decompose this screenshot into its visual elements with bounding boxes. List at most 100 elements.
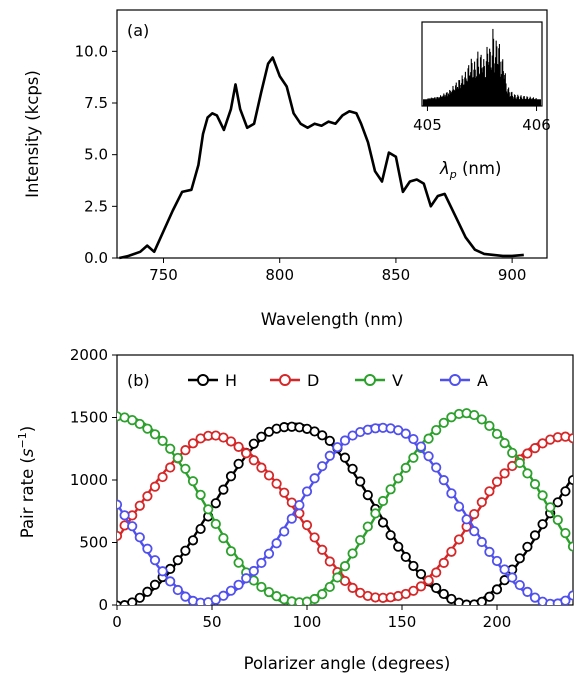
data-point-V — [256, 581, 267, 593]
data-point-A — [408, 433, 419, 445]
data-point-D — [324, 556, 335, 567]
data-point-V — [552, 514, 563, 526]
panel-a-ylabel: Intensity (kcps) — [23, 70, 42, 198]
data-point-A — [286, 513, 297, 524]
data-point-A — [339, 435, 351, 446]
data-point-V — [180, 463, 191, 474]
data-point-D — [187, 438, 199, 449]
pump-spectrum-inset: λp (nm) 405 406 — [413, 21, 551, 181]
data-point-A — [484, 546, 495, 557]
data-point-D — [453, 534, 465, 545]
data-point-D — [423, 575, 434, 586]
legend-item-V: V — [355, 371, 403, 390]
data-point-V — [332, 572, 343, 583]
data-point-A — [256, 557, 267, 569]
data-point-H — [431, 582, 442, 594]
data-point-A — [522, 586, 533, 597]
data-point-D — [248, 455, 259, 466]
data-point-A — [180, 591, 191, 602]
data-point-D — [142, 491, 153, 502]
panel-b-ytick-label: 500 — [79, 534, 108, 552]
data-point-A — [271, 538, 282, 549]
data-point-V — [431, 425, 442, 436]
data-point-D — [225, 436, 237, 447]
data-point-V — [195, 489, 206, 500]
data-point-V — [187, 476, 199, 487]
panel-b-ytick-label: 0 — [98, 596, 108, 614]
data-point-H — [484, 591, 495, 602]
data-point-A — [263, 548, 275, 559]
data-point-H — [256, 431, 267, 442]
panel-a-xtick-label: 750 — [149, 266, 178, 284]
data-point-A — [294, 500, 305, 511]
legend-label: D — [307, 371, 319, 390]
data-point-A — [149, 555, 161, 566]
data-point-D — [438, 557, 449, 568]
data-point-A — [453, 501, 465, 512]
data-point-H — [248, 438, 259, 449]
data-point-A — [210, 594, 221, 605]
legend-label: H — [225, 371, 237, 390]
data-point-V — [263, 586, 275, 598]
data-point-A — [461, 514, 472, 525]
data-point-V — [469, 409, 480, 421]
data-point-H — [522, 541, 533, 552]
data-point-H — [187, 535, 199, 546]
data-point-D — [241, 448, 252, 459]
data-point-A — [469, 526, 480, 537]
data-point-H — [195, 523, 206, 535]
data-point-V — [400, 462, 411, 473]
data-point-H — [119, 600, 130, 605]
data-point-H — [560, 486, 571, 497]
data-point-H — [415, 568, 427, 580]
data-point-V — [529, 479, 541, 490]
data-point-H — [180, 545, 191, 556]
panel-b-polarization: (b) Pair rate (s−1) Polarizer angle (deg… — [16, 346, 574, 673]
data-point-A — [117, 499, 123, 510]
legend-marker — [279, 374, 291, 386]
data-point-V — [484, 420, 495, 431]
data-point-A — [233, 579, 244, 590]
inset-xlabel: λp (nm) — [439, 159, 501, 181]
data-point-V — [317, 589, 328, 600]
inset-xtick-label: 406 — [522, 116, 551, 134]
data-point-A — [218, 590, 229, 601]
panel-b-plot-area — [117, 408, 573, 605]
data-point-H — [210, 498, 221, 509]
panel-b-ytick-label: 1500 — [70, 409, 108, 427]
panel-b-xtick-label: 150 — [388, 613, 417, 631]
data-point-H — [552, 497, 563, 508]
data-point-H — [355, 476, 366, 487]
data-point-D — [263, 470, 275, 481]
data-point-H — [339, 452, 351, 463]
data-point-A — [332, 442, 343, 453]
legend-item-D: D — [270, 371, 319, 390]
data-point-V — [393, 473, 404, 484]
data-point-A — [514, 579, 525, 591]
data-point-H — [400, 551, 411, 563]
data-point-V — [385, 484, 396, 495]
data-point-H — [134, 592, 145, 603]
panel-b-ylabel: Pair rate (s−1) — [16, 426, 37, 538]
data-point-H — [529, 530, 541, 541]
data-point-H — [393, 541, 404, 552]
panel-a-xtick-label: 800 — [265, 266, 294, 284]
data-point-H — [408, 560, 419, 572]
data-point-D — [529, 443, 541, 454]
legend-marker — [449, 374, 461, 386]
data-point-A — [423, 451, 434, 462]
panel-b-xlabel: Polarizer angle (degrees) — [244, 654, 451, 673]
data-point-V — [142, 423, 153, 434]
panel-a-xlabel: Wavelength (nm) — [261, 310, 404, 329]
data-point-V — [545, 502, 556, 513]
data-point-V — [560, 528, 571, 539]
data-point-D — [408, 585, 419, 596]
data-point-H — [142, 586, 153, 597]
data-point-H — [324, 435, 335, 446]
data-point-H — [438, 588, 449, 600]
legend-label: V — [392, 371, 403, 390]
panel-a-label: (a) — [127, 21, 149, 40]
data-point-H — [127, 597, 138, 605]
legend-label: A — [477, 371, 488, 390]
data-point-A — [415, 441, 427, 452]
